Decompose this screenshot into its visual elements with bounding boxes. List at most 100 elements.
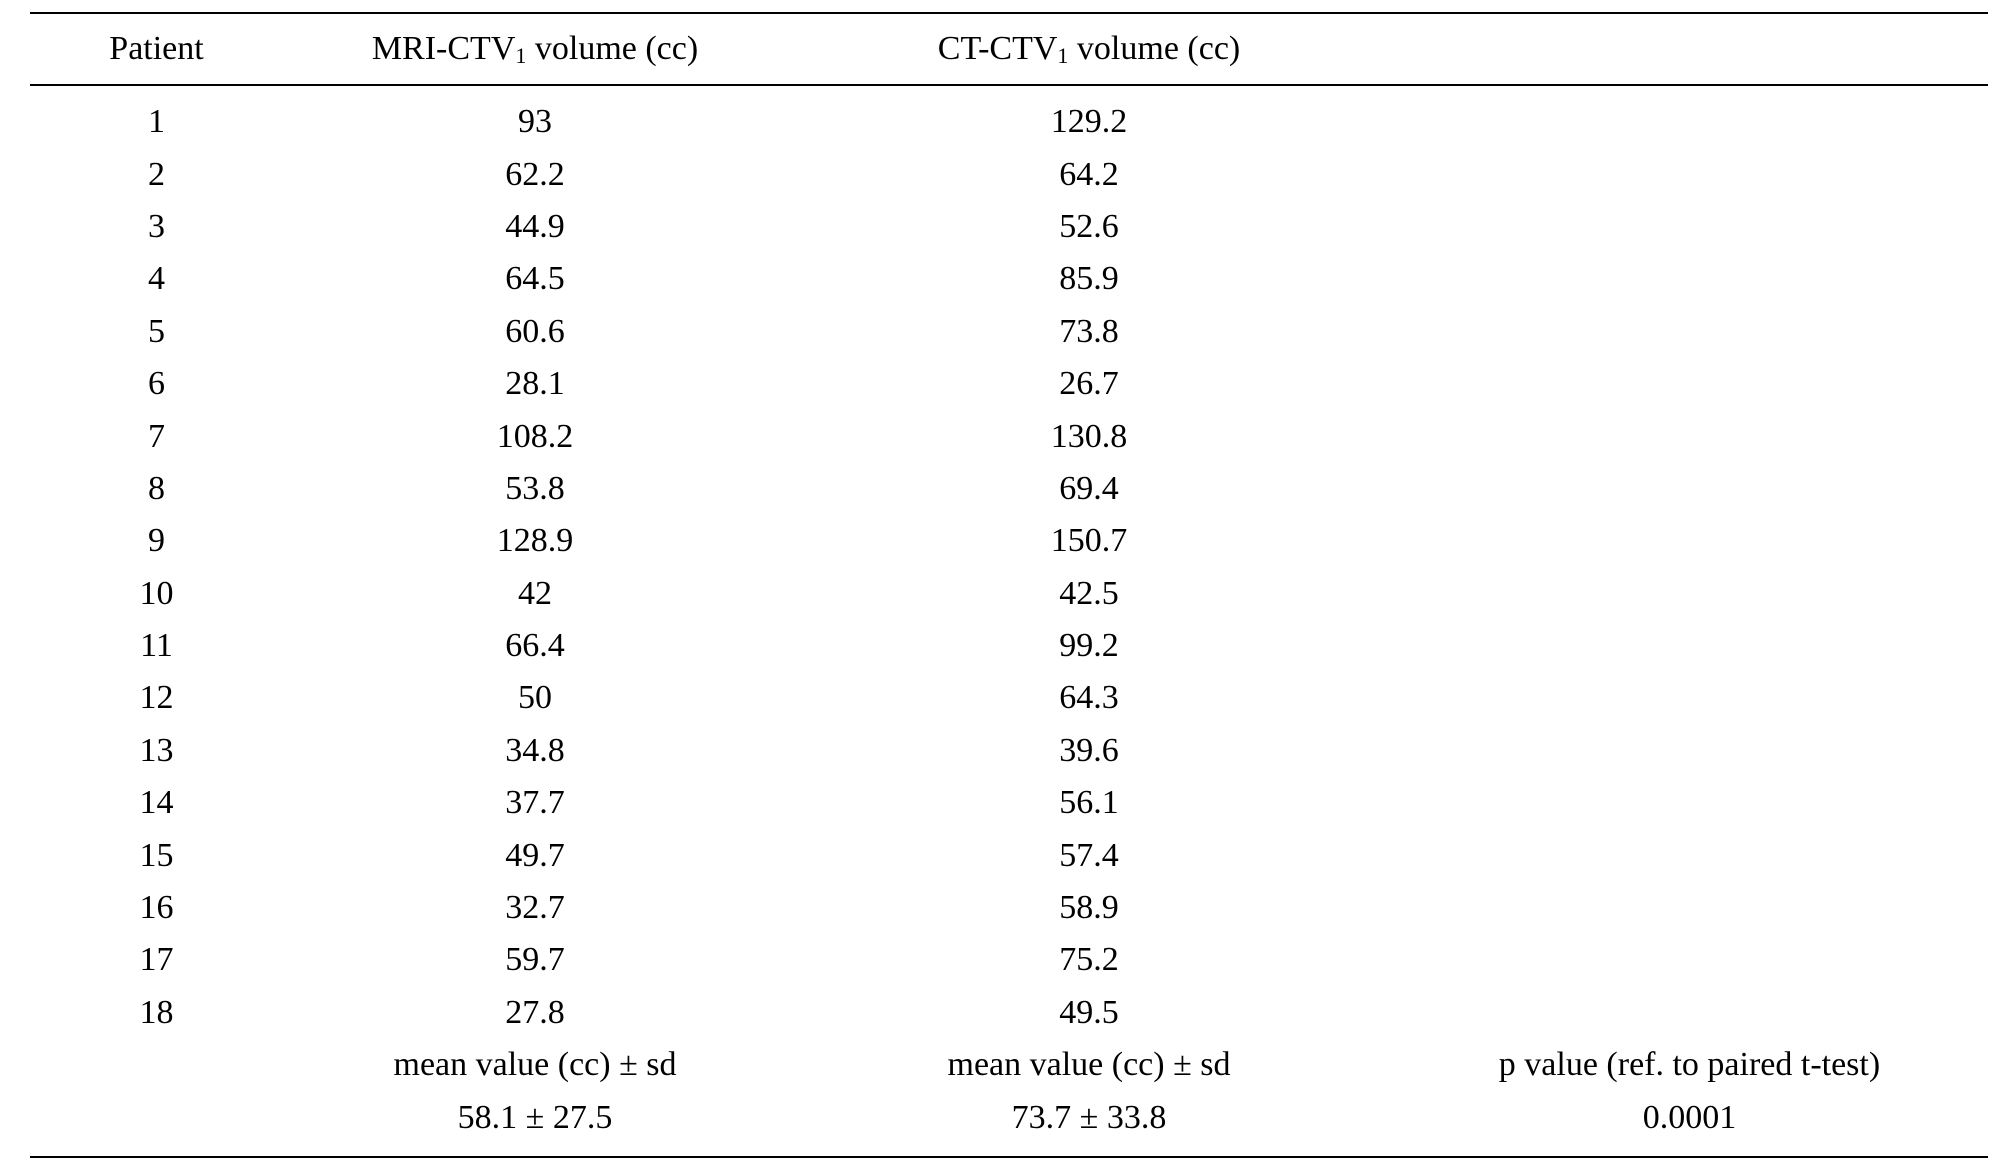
cell-empty [1391,829,1988,881]
header-rule [30,84,1988,86]
cell-patient: 1 [148,103,165,141]
cell-ct-volume: 26.7 [1059,365,1119,403]
cell-empty [1391,96,1988,148]
header-extra [1391,14,1988,84]
cell-mri-volume: 50 [518,679,552,717]
summary-value-mri: 58.1 ± 27.5 [457,1098,613,1136]
summary-label-p: p value (ref. to paired t-test) [1498,1046,1881,1084]
cell-mri-volume: 64.5 [505,260,565,298]
cell-patient: 8 [148,469,165,507]
table-row: 9 128.9 150.7 [30,515,1988,567]
cell-mri-volume: 60.6 [505,312,565,350]
summary-value-blank [30,1091,283,1143]
cell-patient: 9 [148,522,165,560]
table-row: 17 59.7 75.2 [30,934,1988,986]
cell-empty [1391,306,1988,358]
cell-mri-volume: 34.8 [505,731,565,769]
table-body: 1 93 129.2 2 62.2 64.2 3 44.9 52.6 4 64.5 85.9 5 60.6… [30,96,1988,1144]
cell-empty [1391,987,1988,1039]
cell-patient: 5 [148,312,165,350]
cell-ct-volume: 52.6 [1059,207,1119,245]
cell-ct-volume: 130.8 [1050,417,1128,455]
summary-label-blank [30,1039,283,1091]
summary-label-ct: mean value (cc) ± sd [947,1046,1231,1084]
cell-patient: 3 [148,207,165,245]
cell-ct-volume: 57.4 [1059,836,1119,874]
table-row: 8 53.8 69.4 [30,463,1988,515]
table-row: 10 42 42.5 [30,568,1988,620]
cell-mri-volume: 59.7 [505,941,565,979]
cell-empty [1391,410,1988,462]
cell-mri-volume: 128.9 [496,522,574,560]
cell-ct-volume: 64.3 [1059,679,1119,717]
table-row: 6 28.1 26.7 [30,358,1988,410]
summary-value-p: 0.0001 [1642,1098,1737,1136]
cell-ct-volume: 129.2 [1050,103,1128,141]
cell-ct-volume: 42.5 [1059,574,1119,612]
cell-patient: 7 [148,417,165,455]
cell-patient: 11 [140,627,173,665]
cell-ct-volume: 64.2 [1059,155,1119,193]
cell-patient: 13 [139,731,174,769]
cell-mri-volume: 49.7 [505,836,565,874]
cell-patient: 15 [139,836,174,874]
table-header: Patient MRI-CTV1 volume (cc) CT-CTV1 vol… [30,14,1988,84]
summary-value-row: 58.1 ± 27.5 73.7 ± 33.8 0.0001 [30,1091,1988,1143]
table-row: 1 93 129.2 [30,96,1988,148]
cell-empty [1391,777,1988,829]
patient-volume-table-body: 1 93 129.2 2 62.2 64.2 3 44.9 52.6 4 64.5 85.9 5 60.6… [30,96,1988,1144]
cell-empty [1391,201,1988,253]
header-patient: Patient [109,30,204,67]
cell-empty [1391,725,1988,777]
cell-mri-volume: 62.2 [505,155,565,193]
cell-patient: 14 [139,784,174,822]
header-ct-volume: CT-CTV1 volume (cc) [937,30,1241,68]
table-row: 15 49.7 57.4 [30,829,1988,881]
table-row: 4 64.5 85.9 [30,253,1988,305]
cell-ct-volume: 99.2 [1059,627,1119,665]
cell-empty [1391,934,1988,986]
cell-mri-volume: 93 [518,103,552,141]
cell-mri-volume: 37.7 [505,784,565,822]
cell-mri-volume: 32.7 [505,889,565,927]
table-row: 7 108.2 130.8 [30,410,1988,462]
cell-empty [1391,463,1988,515]
cell-empty [1391,568,1988,620]
table-row: 14 37.7 56.1 [30,777,1988,829]
cell-empty [1391,620,1988,672]
cell-patient: 18 [139,993,174,1031]
cell-patient: 17 [139,941,174,979]
cell-empty [1391,148,1988,200]
table-row: 3 44.9 52.6 [30,201,1988,253]
summary-label-mri: mean value (cc) ± sd [393,1046,677,1084]
cell-empty [1391,515,1988,567]
summary-value-ct: 73.7 ± 33.8 [1011,1098,1167,1136]
cell-mri-volume: 28.1 [505,365,565,403]
cell-ct-volume: 56.1 [1059,784,1119,822]
header-mri-volume: MRI-CTV1 volume (cc) [371,30,699,68]
cell-mri-volume: 27.8 [505,993,565,1031]
cell-empty [1391,253,1988,305]
table-row: 11 66.4 99.2 [30,620,1988,672]
table-row: 2 62.2 64.2 [30,148,1988,200]
cell-mri-volume: 53.8 [505,469,565,507]
cell-mri-volume: 66.4 [505,627,565,665]
cell-empty [1391,672,1988,724]
cell-ct-volume: 58.9 [1059,889,1119,927]
cell-patient: 10 [139,574,174,612]
cell-empty [1391,358,1988,410]
cell-mri-volume: 44.9 [505,207,565,245]
cell-ct-volume: 150.7 [1050,522,1128,560]
data-table-container: Patient MRI-CTV1 volume (cc) CT-CTV1 vol… [30,12,1988,1158]
table-row: 5 60.6 73.8 [30,306,1988,358]
cell-ct-volume: 85.9 [1059,260,1119,298]
cell-mri-volume: 42 [518,574,552,612]
cell-patient: 16 [139,889,174,927]
cell-patient: 6 [148,365,165,403]
table-row: 18 27.8 49.5 [30,987,1988,1039]
cell-patient: 2 [148,155,165,193]
cell-patient: 4 [148,260,165,298]
header-row: Patient MRI-CTV1 volume (cc) CT-CTV1 vol… [30,14,1988,84]
cell-ct-volume: 49.5 [1059,993,1119,1031]
cell-ct-volume: 75.2 [1059,941,1119,979]
